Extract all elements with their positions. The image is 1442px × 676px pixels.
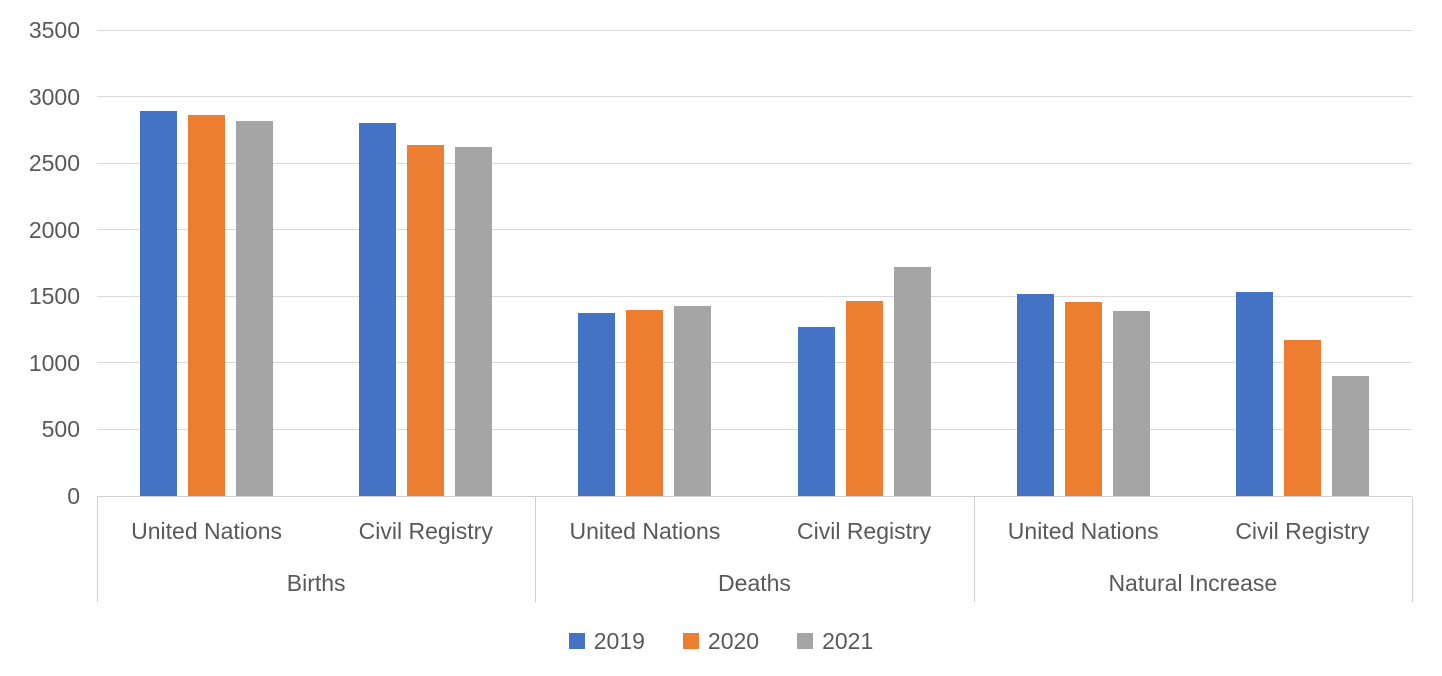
gridline — [97, 362, 1412, 364]
x-axis-group-label: Deaths — [718, 569, 791, 596]
bar — [1016, 294, 1054, 496]
y-tick-label: 2500 — [28, 150, 80, 177]
legend-label: 2021 — [822, 627, 874, 654]
bar — [1112, 310, 1150, 496]
bar — [1331, 376, 1369, 496]
y-tick-label: 1500 — [28, 283, 80, 310]
legend: 2019 2020 2021 — [0, 620, 1442, 662]
legend-item: 2020 — [682, 627, 760, 655]
legend-swatch-icon — [568, 633, 585, 649]
bar — [893, 266, 931, 496]
x-axis-subcategory-label: Civil Registry — [796, 517, 932, 544]
bar — [797, 326, 835, 496]
bar — [140, 111, 178, 496]
gridline — [97, 295, 1412, 297]
gridline — [97, 229, 1412, 231]
legend-label: 2020 — [707, 627, 760, 654]
bar — [626, 309, 664, 496]
gridline — [97, 96, 1412, 98]
y-tick-label: 0 — [67, 483, 80, 509]
axis-divider — [973, 497, 975, 602]
y-tick-label: 2000 — [28, 216, 80, 243]
legend-swatch-icon — [797, 633, 814, 649]
x-axis-subcategory-label: Civil Registry — [1235, 517, 1370, 544]
gridline — [97, 29, 1412, 31]
bar — [188, 115, 226, 496]
bar — [578, 312, 616, 496]
x-axis-group-label: Natural Increase — [1108, 569, 1278, 596]
bar — [455, 147, 493, 496]
bar — [1235, 292, 1273, 496]
legend-item: 2019 — [568, 627, 645, 655]
legend-label: 2019 — [593, 627, 645, 654]
y-tick-label: 500 — [41, 416, 80, 443]
gridline — [97, 428, 1412, 430]
bar — [359, 123, 397, 496]
y-tick-label: 3500 — [28, 17, 80, 43]
x-axis-subcategory-label: United Nations — [1007, 517, 1159, 544]
x-axis-line — [97, 496, 1412, 497]
bar — [407, 144, 445, 496]
x-axis-group-label: Births — [286, 569, 346, 596]
axis-divider — [97, 497, 98, 602]
bar — [674, 305, 712, 496]
legend-swatch-icon — [682, 633, 699, 649]
x-axis-subcategory-label: Civil Registry — [358, 517, 493, 544]
bar — [1283, 339, 1321, 496]
axis-divider — [1412, 497, 1413, 602]
x-axis-subcategory-label: United Nations — [131, 517, 282, 544]
x-axis-subcategory-label: United Nations — [569, 517, 721, 544]
axis-divider — [535, 497, 537, 602]
y-tick-label: 1000 — [28, 349, 80, 376]
bar — [1064, 301, 1102, 496]
bar — [845, 300, 883, 496]
gridline — [97, 162, 1412, 164]
bar — [236, 120, 274, 496]
legend-item: 2021 — [797, 628, 873, 655]
y-tick-label: 3000 — [28, 83, 80, 110]
